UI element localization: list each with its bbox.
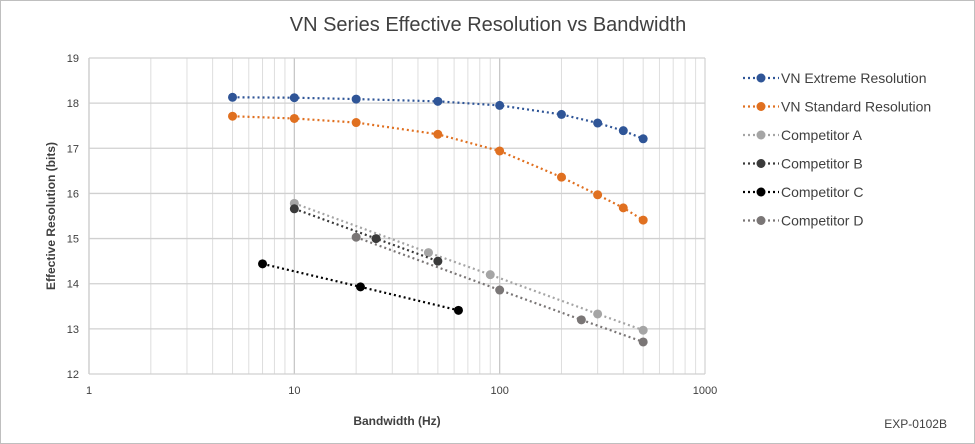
y-tick-label: 17 xyxy=(67,143,79,155)
data-point xyxy=(351,118,361,128)
data-point xyxy=(433,256,443,266)
y-tick-label: 19 xyxy=(67,53,79,65)
data-point xyxy=(258,259,268,269)
data-point xyxy=(495,100,505,110)
y-tick-label: 13 xyxy=(67,324,79,336)
data-point xyxy=(495,285,505,295)
data-point xyxy=(556,172,566,182)
data-point xyxy=(453,305,463,315)
series-line xyxy=(293,202,644,332)
data-point xyxy=(351,94,361,104)
legend-marker xyxy=(756,73,766,83)
data-point xyxy=(593,309,603,319)
data-point xyxy=(433,129,443,139)
legend-label: VN Extreme Resolution xyxy=(781,70,927,86)
data-point xyxy=(556,109,566,119)
data-point xyxy=(618,126,628,136)
x-axis-label: Bandwidth (Hz) xyxy=(353,414,440,428)
data-point xyxy=(355,282,365,292)
y-axis-label: Effective Resolution (bits) xyxy=(44,142,58,290)
data-point xyxy=(228,111,238,121)
y-tick-label: 15 xyxy=(67,234,79,246)
data-point xyxy=(289,93,299,103)
series-line xyxy=(293,207,439,263)
data-point xyxy=(495,146,505,156)
x-tick-label: 1000 xyxy=(693,385,717,397)
legend-label: Competitor D xyxy=(781,213,863,229)
y-tick-label: 12 xyxy=(67,369,79,381)
data-point xyxy=(576,315,586,325)
legend-label: Competitor C xyxy=(781,184,863,200)
data-point xyxy=(593,190,603,200)
data-point xyxy=(638,215,648,225)
legend-marker xyxy=(756,130,766,140)
legend-marker xyxy=(756,102,766,111)
data-point xyxy=(593,118,603,128)
y-tick-label: 18 xyxy=(67,98,79,110)
legend-marker xyxy=(756,216,766,225)
data-point xyxy=(351,232,361,242)
chart-annotation: EXP-0102B xyxy=(884,417,947,431)
legend-label: Competitor A xyxy=(781,127,863,143)
data-point xyxy=(638,337,648,347)
data-point xyxy=(371,234,381,244)
data-point xyxy=(638,134,648,144)
legend-label: Competitor B xyxy=(781,156,863,172)
data-point xyxy=(423,248,433,258)
legend-label: VN Standard Resolution xyxy=(781,99,931,115)
data-point xyxy=(433,96,443,106)
x-tick-label: 1 xyxy=(86,385,92,397)
chart-title: VN Series Effective Resolution vs Bandwi… xyxy=(290,14,687,36)
data-point xyxy=(618,203,628,213)
legend-marker xyxy=(756,159,766,168)
data-point xyxy=(289,204,299,214)
y-tick-label: 14 xyxy=(67,279,79,291)
data-point xyxy=(638,325,648,335)
series-line xyxy=(355,236,644,343)
legend-marker xyxy=(756,187,766,197)
data-point xyxy=(289,113,299,123)
data-point xyxy=(485,270,495,280)
x-tick-label: 100 xyxy=(490,385,508,397)
y-tick-label: 16 xyxy=(67,188,79,200)
x-tick-label: 10 xyxy=(288,385,300,397)
data-point xyxy=(228,92,238,102)
